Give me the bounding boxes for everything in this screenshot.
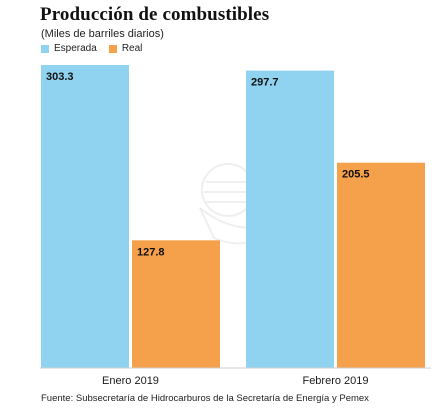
- bar-real-2: [337, 162, 425, 368]
- chart-subtitle: (Miles de barriles diarios): [41, 28, 164, 40]
- x-tick-label-2: Febrero 2019: [302, 375, 368, 387]
- legend-swatch-esperada: [41, 44, 49, 53]
- legend-item-esperada: Esperada: [41, 43, 97, 54]
- x-tick-label-1: Enero 2019: [102, 375, 159, 387]
- legend-swatch-real: [108, 44, 117, 53]
- chart-title: Producción de combustibles: [40, 4, 270, 25]
- data-label-esperada-1: 303.3: [46, 71, 74, 83]
- data-label-real-1: 127.8: [137, 246, 165, 258]
- bar-esperada-1: [41, 65, 129, 368]
- chart-legend: Esperada Real: [41, 43, 154, 54]
- bar-real-1: [132, 240, 220, 368]
- data-label-esperada-2: 297.7: [251, 77, 279, 89]
- legend-label-real: Real: [121, 43, 143, 54]
- bar-esperada-2: [246, 70, 334, 369]
- legend-label-esperada: Esperada: [54, 43, 97, 54]
- data-label-real-2: 205.5: [342, 169, 370, 181]
- legend-item-real: Real: [108, 43, 143, 54]
- chart-source: Fuente: Subsecretaría de Hidrocarburos d…: [41, 393, 369, 404]
